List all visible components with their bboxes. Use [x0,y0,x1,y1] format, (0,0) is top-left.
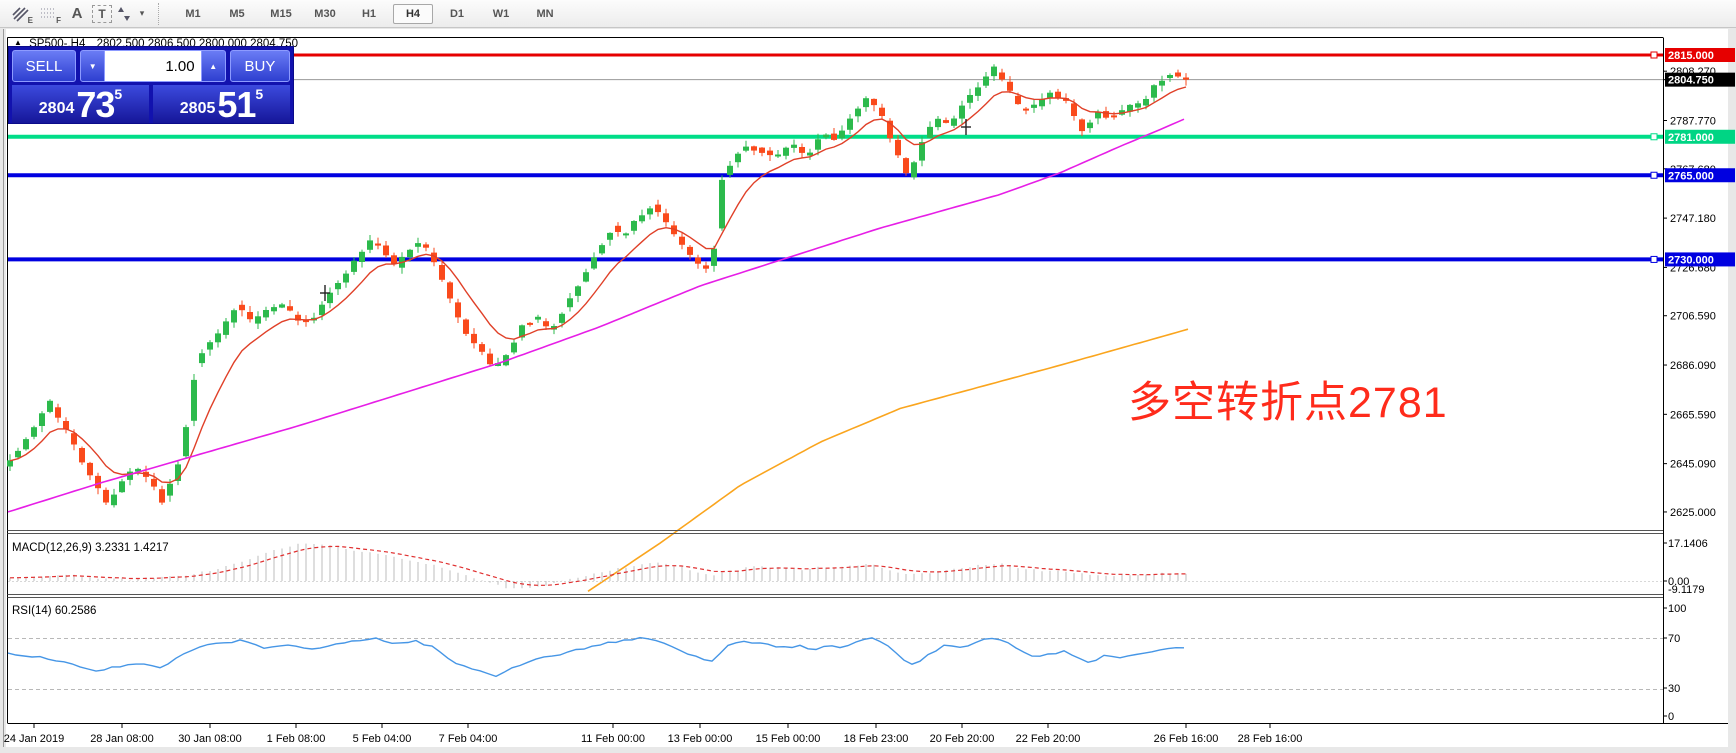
hline-handle[interactable] [1650,133,1658,141]
timeframe-button-M15[interactable]: M15 [270,7,292,20]
price-tick-label: 2665.590 [1670,409,1716,421]
chart-window-bg [7,29,1728,747]
buy-price-display[interactable]: 2805 51 5 [153,85,290,123]
price-tag [1665,252,1735,267]
time-label: 11 Feb 00:00 [581,733,645,745]
time-label: 1 Feb 08:00 [267,733,326,745]
price-tag-label: 2804.750 [1668,75,1714,87]
time-label: 24 Jan 2019 [4,733,65,745]
price-tag-label: 2781.000 [1668,132,1714,144]
time-label: 26 Feb 16:00 [1154,733,1219,745]
price-tag [1665,48,1735,62]
hline-handle[interactable] [1650,255,1658,263]
buy-price-sup: 5 [255,86,264,102]
rsi-line [7,636,1185,678]
window-left-edge [3,29,4,747]
one-click-trade-panel: SELL ▼ 1.00 ▲ BUY 2804 73 5 2805 51 5 [8,46,294,124]
volume-input[interactable]: 1.00 [105,50,201,82]
timeframe-button-M1[interactable]: M1 [185,7,201,20]
hline-handle[interactable] [1650,171,1658,179]
sell-button[interactable]: SELL [12,50,77,82]
rsi-scale-label: 70 [1668,633,1680,645]
time-label: 15 Feb 00:00 [756,733,821,745]
spin-up-icon: ▲ [209,61,218,71]
time-label: 28 Feb 16:00 [1238,733,1303,745]
sell-price-big: 73 [76,84,115,125]
timeframe-button-M5[interactable]: M5 [229,7,245,20]
rsi-scale-label: 100 [1668,603,1686,615]
macd-scale-zero: 0.00 [1668,576,1689,588]
timeframe-button-H4[interactable]: H4 [393,3,433,24]
rsi-label: RSI(14) 60.2586 [12,605,96,617]
timeframe-button-MN[interactable]: MN [536,7,554,20]
price-tick-label: 2686.090 [1670,360,1716,372]
time-label: 22 Feb 20:00 [1016,733,1081,745]
ma-fast-line [9,86,1187,484]
macd-histogram [9,543,1187,589]
rsi-scale-label: 30 [1668,683,1680,695]
timeframe-button-W1[interactable]: W1 [492,7,510,20]
grid-icon[interactable]: F [41,8,61,25]
chart-text-annotation[interactable]: 多空转折点2781 [1128,379,1448,427]
price-tag [1665,72,1735,87]
chart-shift-icon[interactable]: E [8,3,34,25]
volume-decrease-button[interactable]: ▼ [80,50,106,82]
timeframe-buttons: M1 M5 M15 M30 H1 H4 D1 W1 MN [171,3,567,24]
ma-mid-line [7,118,1185,513]
hline-handle[interactable] [1650,51,1658,59]
time-label: 20 Feb 20:00 [930,733,995,745]
timeframe-button-H1[interactable]: H1 [361,7,377,20]
macd-signal-line [9,545,1186,586]
text-label-icon[interactable]: A [71,5,83,22]
sell-price-small: 2804 [38,100,75,117]
price-tag-label: 2765.000 [1668,170,1714,182]
spin-down-icon: ▼ [88,61,97,71]
volume-increase-button[interactable]: ▲ [200,50,226,82]
price-tag [1665,168,1735,183]
price-tick-label: 2645.090 [1670,459,1716,471]
time-label: 28 Jan 08:00 [90,733,154,745]
time-label: 18 Feb 23:00 [844,733,909,745]
arrows-tool-icon[interactable] [114,3,134,25]
timeframe-button-D1[interactable]: D1 [449,7,465,20]
rsi-scale-label: 0 [1668,711,1674,723]
price-tag-label: 2730.000 [1668,254,1714,266]
price-tick-label: 2625.000 [1670,507,1716,519]
candlestick-series [7,64,1189,508]
price-tick-label: 2706.590 [1670,311,1716,323]
sell-price-display[interactable]: 2804 73 5 [12,85,149,123]
dropdown-arrow-icon[interactable]: ▾ [139,8,145,18]
macd-label: MACD(12,26,9) 3.2331 1.4217 [12,542,169,554]
macd-scale-min: -9.1179 [1668,584,1705,596]
time-label: 13 Feb 00:00 [668,733,733,745]
sell-price-sup: 5 [114,86,123,102]
macd-scale-top: 17.1406 [1668,538,1708,550]
buy-price-big: 51 [217,84,256,125]
collapse-arrow-icon[interactable]: ▲ [14,38,22,47]
price-tag [1665,129,1735,144]
buy-price-small: 2805 [179,100,216,117]
ma-slow-line [587,328,1189,592]
buy-button[interactable]: BUY [229,50,290,82]
time-label: 5 Feb 04:00 [353,733,412,745]
price-tick-label: 2787.770 [1670,115,1716,127]
toolbar: E F A T ▾ M1 M5 M15 M30 H1 H4 D1 W1 MN [0,0,1736,28]
time-label: 7 Feb 04:00 [439,733,498,745]
price-tag-label: 2815.000 [1668,50,1714,62]
time-label: 30 Jan 08:00 [178,733,242,745]
timeframe-button-M30[interactable]: M30 [314,7,336,20]
toolbar-separator [158,2,165,25]
price-tick-label: 2747.180 [1670,213,1716,225]
text-box-icon[interactable]: T [92,4,112,23]
